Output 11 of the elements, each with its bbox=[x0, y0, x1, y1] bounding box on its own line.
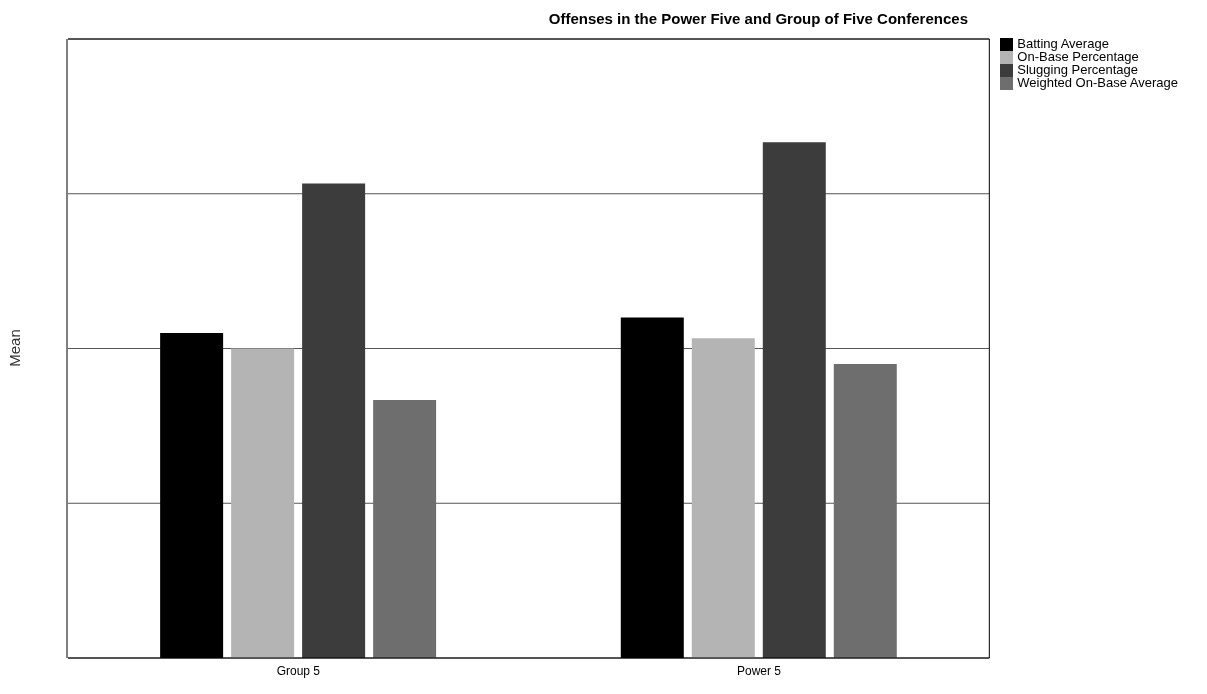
bar bbox=[691, 338, 755, 658]
bar bbox=[373, 400, 437, 658]
y-axis-title: Mean bbox=[6, 329, 23, 367]
x-tick-label: Power 5 bbox=[736, 663, 782, 678]
chart-title: Offenses in the Power Five and Group of Five Conferences bbox=[547, 10, 968, 27]
bar bbox=[762, 142, 826, 658]
x-tick-label: Group 5 bbox=[276, 663, 321, 678]
bar bbox=[231, 348, 295, 658]
bar bbox=[302, 183, 366, 658]
bar bbox=[833, 363, 897, 658]
legend-label: Batting Average bbox=[1017, 36, 1109, 51]
